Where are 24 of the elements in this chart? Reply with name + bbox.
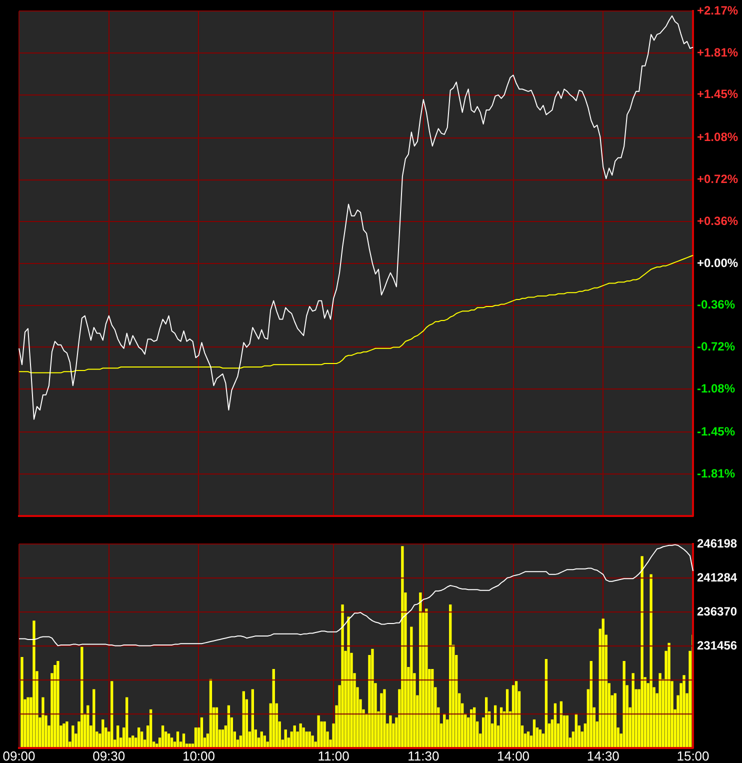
y-tick-label: -1.81%	[697, 466, 736, 480]
y-tick-label: -1.45%	[697, 424, 736, 438]
y-tick-label: +1.81%	[697, 45, 738, 60]
y-tick-label: -0.36%	[697, 298, 736, 312]
y-tick-label: -0.72%	[697, 340, 736, 354]
y-tick-label: +0.00%	[697, 256, 738, 270]
y-tick-label: +2.17%	[697, 4, 738, 18]
y-tick-label: -1.08%	[697, 381, 736, 396]
y-tick-label: 231456	[697, 638, 738, 652]
x-tick-label: 11:30	[408, 748, 440, 763]
x-tick-label: 14:30	[586, 748, 620, 763]
y-tick-label: 246198	[697, 536, 738, 550]
y-tick-label: +0.72%	[697, 172, 738, 186]
y-tick-label: 236370	[697, 604, 738, 618]
y-tick-label: +0.36%	[697, 214, 738, 228]
y-tick-label: 241284	[697, 570, 738, 584]
x-tick-label: 10:00	[182, 748, 216, 763]
x-tick-label: 11:00	[318, 748, 350, 763]
y-tick-label: +1.45%	[697, 87, 738, 102]
x-tick-label: 15:00	[676, 748, 710, 763]
x-tick-label: 09:00	[2, 748, 36, 763]
x-tick-label: 14:00	[496, 748, 530, 763]
x-tick-label: 09:30	[92, 748, 126, 763]
y-tick-label: +1.08%	[697, 130, 738, 144]
